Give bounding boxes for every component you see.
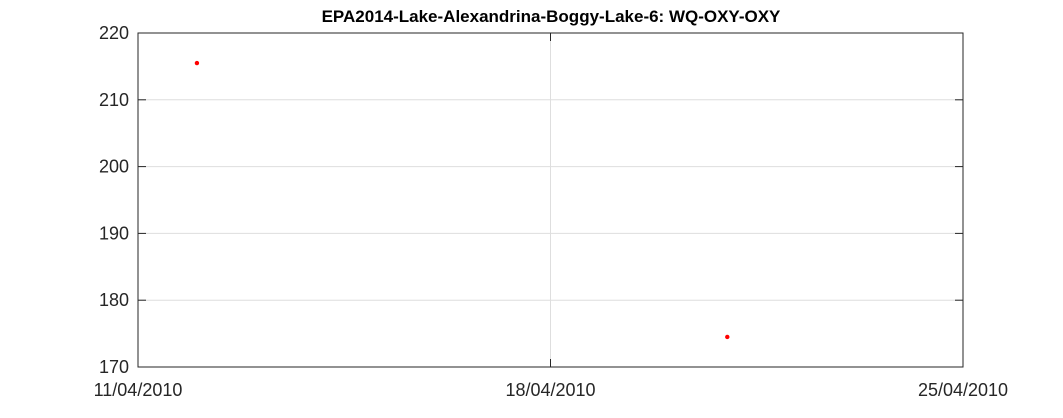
y-tick-label: 200 — [99, 157, 129, 177]
chart-title: EPA2014-Lake-Alexandrina-Boggy-Lake-6: W… — [321, 7, 781, 26]
y-tick-label: 210 — [99, 90, 129, 110]
data-point — [725, 334, 730, 340]
data-point — [194, 60, 200, 66]
y-tick-label: 180 — [99, 290, 129, 310]
y-tick-label: 220 — [99, 23, 129, 43]
x-tick-label: 18/04/2010 — [505, 380, 595, 400]
x-tick-label: 25/04/2010 — [918, 380, 1008, 400]
x-tick-label: 11/04/2010 — [94, 380, 183, 400]
y-tick-label: 190 — [99, 223, 129, 243]
y-tick-label: 170 — [99, 357, 129, 377]
